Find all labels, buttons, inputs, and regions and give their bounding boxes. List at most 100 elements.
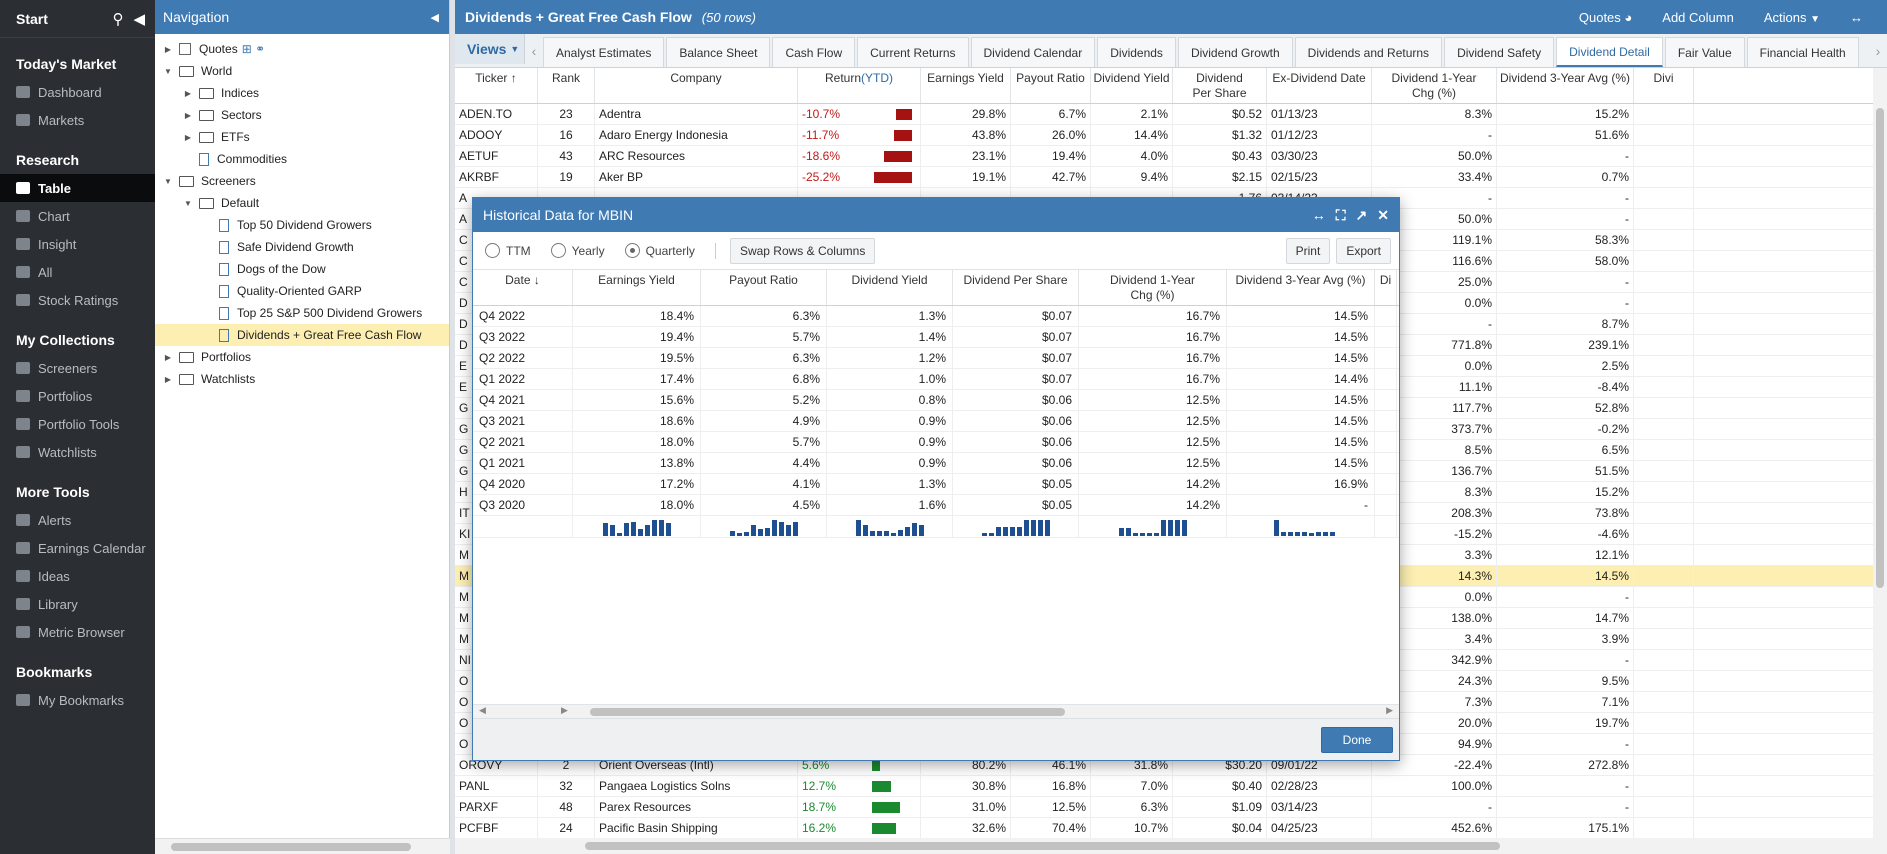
- export-button[interactable]: Export: [1336, 237, 1391, 264]
- tree-item[interactable]: ▶ Quotes ⊞ ⚭: [155, 38, 449, 60]
- collapse-nav-icon[interactable]: ◀: [430, 11, 439, 24]
- table-row[interactable]: ADOOY 16 Adaro Energy Indonesia -11.7% 43.8%…: [455, 124, 1887, 146]
- search-icon[interactable]: ⚲: [112, 10, 124, 28]
- dialog-table-row[interactable]: Q2 2022 19.5% 6.3% 1.2% $0.07 16.7% 14.5%: [473, 348, 1399, 369]
- close-icon[interactable]: ✕: [1377, 206, 1389, 223]
- column-header[interactable]: Rank: [538, 68, 595, 103]
- dialog-table-row[interactable]: Q1 2022 17.4% 6.8% 1.0% $0.07 16.7% 14.4%: [473, 369, 1399, 390]
- column-header[interactable]: Dividend 3-Year Avg (%): [1227, 270, 1375, 305]
- tab-financial-health[interactable]: Financial Health: [1746, 37, 1859, 67]
- radio-yearly[interactable]: [550, 243, 566, 258]
- column-header[interactable]: Return(YTD): [798, 68, 921, 103]
- tree-item[interactable]: Safe Dividend Growth: [155, 236, 449, 258]
- dialog-table-row[interactable]: Q4 2020 17.2% 4.1% 1.3% $0.05 14.2% 16.9%: [473, 474, 1399, 495]
- sidebar-item-dashboard[interactable]: Dashboard: [0, 78, 155, 106]
- done-button[interactable]: Done: [1321, 727, 1393, 753]
- tab-cash-flow[interactable]: Cash Flow: [772, 37, 856, 67]
- quotes-grid-icon[interactable]: ⊞ ⚭: [241, 42, 266, 56]
- tab-dividends-and-returns[interactable]: Dividends and Returns: [1294, 37, 1443, 67]
- scroll-right-icon[interactable]: ▶: [1386, 705, 1393, 715]
- tree-item[interactable]: ▶ Sectors: [155, 104, 449, 126]
- tab-dividend-calendar[interactable]: Dividend Calendar: [970, 37, 1096, 67]
- expand-closed-icon[interactable]: ▶: [184, 88, 192, 98]
- nav-scroll-thumb[interactable]: [171, 843, 411, 851]
- tree-item[interactable]: Top 25 S&P 500 Dividend Growers: [155, 302, 449, 324]
- views-dropdown[interactable]: Views ▼: [455, 34, 525, 64]
- tab-dividend-growth[interactable]: Dividend Growth: [1177, 37, 1293, 67]
- dialog-table-row[interactable]: Q1 2021 13.8% 4.4% 0.9% $0.06 12.5% 14.5%: [473, 453, 1399, 474]
- tab-balance-sheet[interactable]: Balance Sheet: [666, 37, 771, 67]
- column-header[interactable]: Divi: [1634, 68, 1694, 103]
- column-header[interactable]: Dividend 1-Year Chg (%): [1079, 270, 1227, 305]
- tab-dividend-detail[interactable]: Dividend Detail: [1556, 37, 1663, 67]
- expand-closed-icon[interactable]: ▶: [164, 352, 172, 362]
- sidebar-item-portfolios[interactable]: Portfolios: [0, 382, 155, 410]
- dialog-table-row[interactable]: Q4 2022 18.4% 6.3% 1.3% $0.07 16.7% 14.5%: [473, 306, 1399, 327]
- table-row[interactable]: PARXF 48 Parex Resources 18.7% 31.0% 12.5% 6.3…: [455, 796, 1887, 818]
- maximize-icon[interactable]: ⛶: [1335, 206, 1346, 223]
- column-header[interactable]: Payout Ratio: [701, 270, 827, 305]
- tab-analyst-estimates[interactable]: Analyst Estimates: [543, 37, 665, 67]
- swap-rows-columns-button[interactable]: Swap Rows & Columns: [729, 237, 876, 264]
- tree-item[interactable]: ▼ Default: [155, 192, 449, 214]
- column-header[interactable]: Ex-Dividend Date: [1267, 68, 1372, 103]
- dialog-table-row[interactable]: Q3 2022 19.4% 5.7% 1.4% $0.07 16.7% 14.5%: [473, 327, 1399, 348]
- sidebar-item-all[interactable]: All: [0, 258, 155, 286]
- radio-ttm-label[interactable]: TTM: [506, 243, 531, 258]
- column-header[interactable]: Company: [595, 68, 798, 103]
- sidebar-item-table[interactable]: Table: [0, 174, 155, 202]
- sidebar-item-library[interactable]: Library: [0, 590, 155, 618]
- sidebar-item-my-bookmarks[interactable]: My Bookmarks: [0, 686, 155, 714]
- scroll-left-icon[interactable]: ◀: [479, 705, 486, 715]
- radio-yearly-label[interactable]: Yearly: [571, 243, 605, 258]
- dialog-scroll-thumb[interactable]: [590, 708, 1065, 716]
- quotes-button[interactable]: Quotes ◕: [1578, 9, 1633, 25]
- scroll-right-icon[interactable]: ▶: [561, 705, 568, 715]
- dialog-table-row[interactable]: Q3 2020 18.0% 4.5% 1.6% $0.05 14.2% -: [473, 495, 1399, 516]
- radio-quarterly-label[interactable]: Quarterly: [645, 243, 695, 258]
- tree-item[interactable]: Dogs of the Dow: [155, 258, 449, 280]
- tree-item[interactable]: Dividends + Great Free Cash Flow: [155, 324, 449, 346]
- column-header[interactable]: Di: [1375, 270, 1397, 305]
- table-row[interactable]: AKRBF 19 Aker BP -25.2% 19.1% 42.7% 9.4% $2.15 0…: [455, 166, 1887, 188]
- collapse-sidebar-icon[interactable]: ◀: [133, 10, 145, 28]
- actions-button[interactable]: Actions ▼: [1763, 9, 1820, 25]
- column-header[interactable]: Payout Ratio: [1011, 68, 1091, 103]
- sidebar-item-earnings-calendar[interactable]: Earnings Calendar: [0, 534, 155, 562]
- table-row[interactable]: ADEN.TO 23 Adentra -10.7% 29.8% 6.7% 2.1% $0.52…: [455, 103, 1887, 125]
- expand-open-icon[interactable]: ▼: [184, 198, 192, 208]
- tree-item[interactable]: ▶ ETFs: [155, 126, 449, 148]
- sidebar-item-screeners[interactable]: Screeners: [0, 354, 155, 382]
- column-header[interactable]: Earnings Yield: [573, 270, 701, 305]
- tab-fair-value[interactable]: Fair Value: [1664, 37, 1745, 67]
- sidebar-item-metric-browser[interactable]: Metric Browser: [0, 618, 155, 646]
- sidebar-item-stock-ratings[interactable]: Stock Ratings: [0, 286, 155, 314]
- tree-item[interactable]: ▶ Portfolios: [155, 346, 449, 368]
- tabs-scroll-left-icon[interactable]: ‹: [531, 42, 537, 59]
- sidebar-item-chart[interactable]: Chart: [0, 202, 155, 230]
- expand-closed-icon[interactable]: ▶: [184, 132, 192, 142]
- radio-quarterly[interactable]: [624, 243, 640, 258]
- column-header[interactable]: Dividend 3-Year Avg (%): [1497, 68, 1634, 103]
- column-header[interactable]: Date ↓: [473, 270, 573, 305]
- column-header[interactable]: Dividend Yield: [1091, 68, 1173, 103]
- sidebar-item-alerts[interactable]: Alerts: [0, 506, 155, 534]
- dialog-table-row[interactable]: Q4 2021 15.6% 5.2% 0.8% $0.06 12.5% 14.5%: [473, 390, 1399, 411]
- tree-item[interactable]: ▼ World: [155, 60, 449, 82]
- nav-horizontal-scrollbar[interactable]: [155, 838, 450, 854]
- tab-current-returns[interactable]: Current Returns: [857, 37, 969, 67]
- tabs-scroll-right-icon[interactable]: ›: [1875, 42, 1881, 59]
- tab-dividend-safety[interactable]: Dividend Safety: [1444, 37, 1555, 67]
- table-row[interactable]: AETUF 43 ARC Resources -18.6% 23.1% 19.4% 4.0%…: [455, 145, 1887, 167]
- checkbox[interactable]: [179, 43, 191, 55]
- expand-open-icon[interactable]: ▼: [164, 66, 172, 76]
- expand-open-icon[interactable]: ▼: [164, 176, 172, 186]
- expand-width-icon[interactable]: ↔: [1850, 9, 1863, 25]
- expand-closed-icon[interactable]: ▶: [164, 44, 172, 54]
- pop-out-icon[interactable]: ↗: [1355, 206, 1368, 223]
- column-header[interactable]: Dividend Yield: [827, 270, 953, 305]
- vscroll-thumb[interactable]: [1876, 108, 1884, 588]
- resize-width-icon[interactable]: ↔: [1311, 207, 1326, 223]
- tree-item[interactable]: Top 50 Dividend Growers: [155, 214, 449, 236]
- dialog-table-row[interactable]: Q3 2021 18.6% 4.9% 0.9% $0.06 12.5% 14.5%: [473, 411, 1399, 432]
